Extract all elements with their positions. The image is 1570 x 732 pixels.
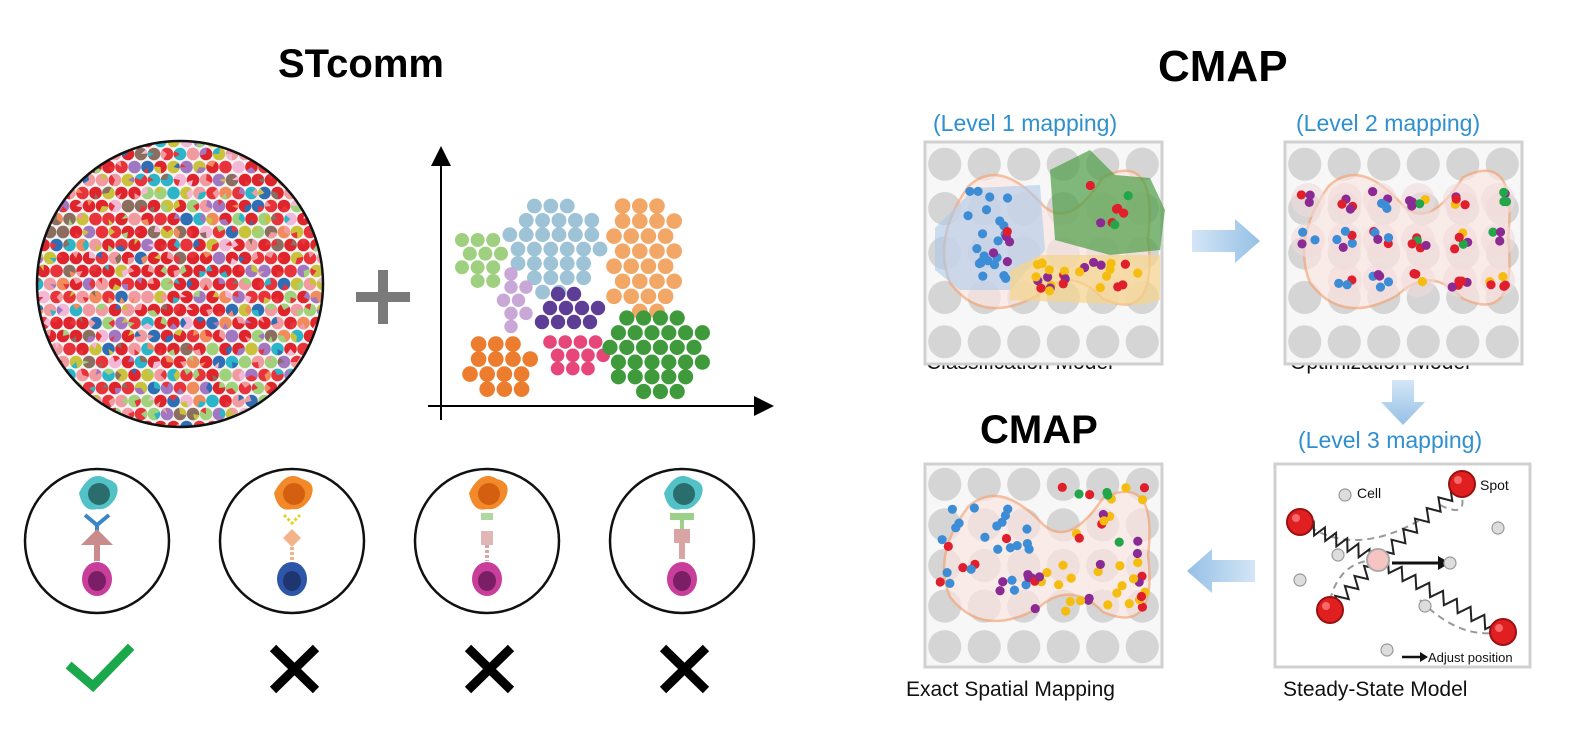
cross-icon (659, 644, 710, 694)
level-3-label: (Level 3 mapping) (1298, 427, 1483, 453)
cluster-scatter-axes (428, 146, 774, 420)
flow-arrow-left (1187, 549, 1255, 593)
lr-circle-mismatch-2 (413, 467, 561, 615)
tissue-spot-circle (35, 139, 325, 429)
panel-classification-model (923, 140, 1165, 366)
steady-state-model-caption: Steady-State Model (1283, 678, 1468, 701)
flow-arrow-down (1381, 380, 1425, 425)
flow-arrow-right (1192, 219, 1260, 263)
lr-circle-mismatch-1 (218, 467, 366, 615)
level-2-label: (Level 2 mapping) (1296, 110, 1481, 136)
lr-circle-mismatch-3 (608, 467, 756, 615)
cmap-subtitle: CMAP (980, 408, 1098, 452)
cross-icon (464, 644, 515, 694)
panel-exact-spatial-mapping (923, 462, 1164, 669)
cmap-title: CMAP (1158, 42, 1288, 91)
cell-type-clusters (455, 198, 711, 400)
check-icon (65, 643, 135, 693)
plus-icon (356, 270, 410, 324)
adjust-position-label: Adjust position (1428, 650, 1513, 665)
spot-label: Spot (1480, 477, 1509, 493)
lr-circle-match (23, 467, 171, 615)
panel-optimization-model (1283, 140, 1524, 366)
stcomm-title: STcomm (278, 42, 444, 86)
level-1-label: (Level 1 mapping) (933, 110, 1118, 136)
cross-icon (269, 644, 320, 694)
cell-label: Cell (1357, 485, 1381, 501)
panel-steady-state-model (1273, 462, 1532, 669)
exact-spatial-mapping-caption: Exact Spatial Mapping (906, 678, 1115, 701)
